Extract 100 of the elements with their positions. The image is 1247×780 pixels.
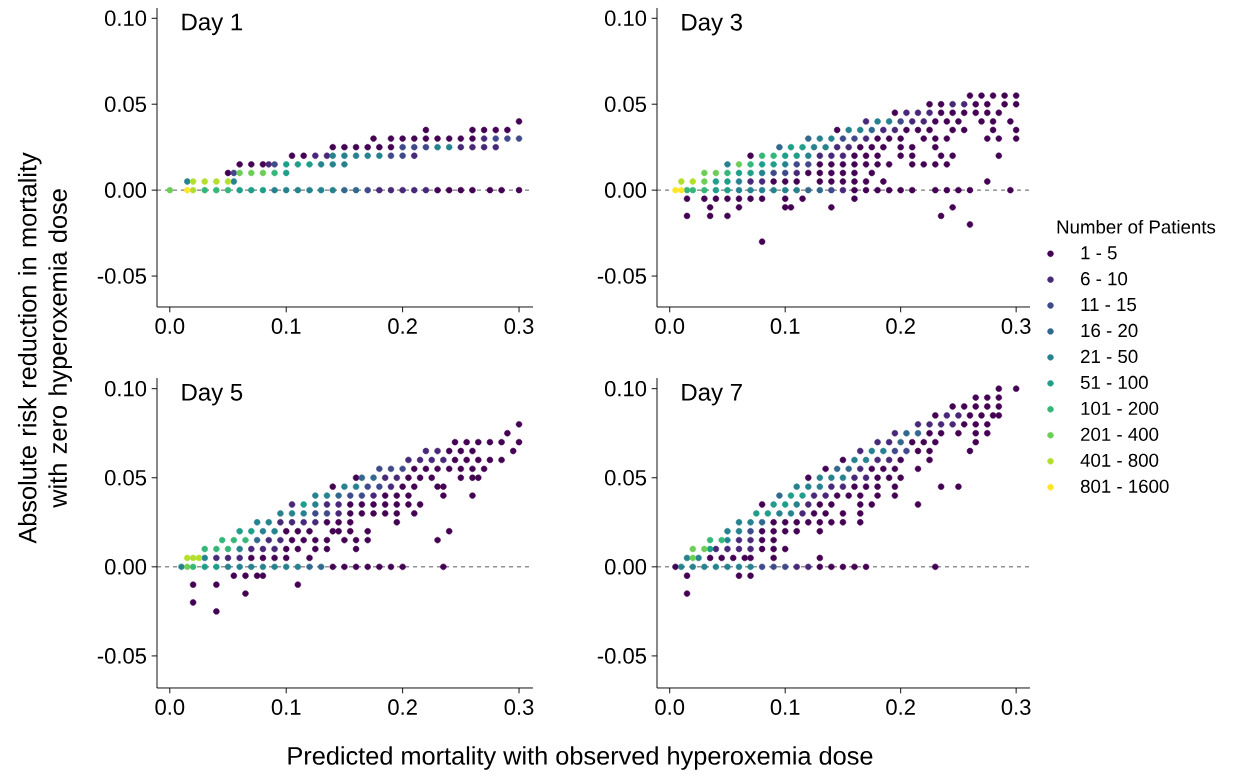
point: [880, 447, 887, 455]
point: [428, 456, 435, 464]
y-tick-label: -0.05: [597, 648, 647, 664]
point: [312, 510, 319, 517]
point: [387, 152, 395, 159]
point: [747, 161, 754, 168]
point: [862, 474, 870, 481]
point: [805, 135, 812, 142]
point: [387, 483, 395, 490]
x-axis-title: Predicted mortality with observed hyperoxemia dose: [288, 746, 873, 770]
legend-label: 51 - 100: [1080, 375, 1148, 390]
point: [747, 545, 754, 553]
x-tick-label: 0.0: [655, 699, 685, 715]
point: [753, 510, 760, 517]
point: [515, 186, 523, 194]
point: [504, 135, 511, 142]
point: [399, 152, 406, 159]
point: [329, 152, 336, 159]
point: [434, 186, 441, 194]
point: [805, 161, 812, 168]
y-tick-label: -0.05: [597, 268, 647, 284]
point: [323, 501, 331, 508]
point: [341, 186, 348, 194]
point: [926, 109, 933, 117]
point: [897, 118, 904, 125]
point: [926, 421, 933, 428]
x-tick-label: 0.1: [271, 699, 301, 715]
point: [283, 161, 290, 168]
point: [323, 510, 331, 517]
point: [515, 118, 523, 125]
legend-label: 401 - 800: [1080, 453, 1159, 467]
point: [799, 492, 806, 499]
point: [445, 135, 453, 142]
point: [248, 545, 255, 553]
point: [492, 143, 499, 151]
point: [381, 474, 389, 481]
point: [230, 536, 238, 544]
point: [189, 563, 197, 571]
point: [323, 492, 331, 499]
point: [224, 178, 232, 185]
point: [300, 501, 307, 508]
point: [960, 101, 968, 108]
point: [706, 536, 714, 544]
point: [277, 536, 284, 544]
point: [828, 474, 835, 481]
point: [735, 178, 743, 185]
point: [712, 178, 720, 185]
point: [781, 563, 789, 571]
point: [341, 161, 348, 168]
point: [735, 169, 743, 177]
x-tick-label: 0.1: [271, 318, 301, 334]
point: [712, 545, 720, 553]
point: [787, 492, 795, 499]
point: [712, 563, 720, 571]
point: [480, 135, 488, 142]
point: [903, 430, 910, 437]
point: [724, 178, 731, 185]
point: [706, 545, 714, 553]
point: [897, 438, 904, 446]
point: [816, 152, 824, 159]
point: [364, 143, 371, 151]
point: [839, 152, 847, 159]
point: [845, 465, 852, 473]
point: [701, 169, 708, 177]
point: [712, 186, 720, 194]
point: [747, 169, 754, 177]
point: [833, 143, 841, 151]
point: [317, 563, 325, 571]
point: [271, 528, 278, 535]
point: [224, 554, 232, 562]
point: [317, 161, 325, 168]
legend-label: 101 - 200: [1081, 401, 1159, 415]
legend-title: Number of Patients: [1057, 219, 1216, 234]
point: [457, 135, 465, 142]
point: [828, 186, 835, 194]
point: [411, 152, 418, 159]
x-tick-label: 0.3: [1001, 699, 1031, 715]
point: [868, 126, 875, 134]
point: [678, 178, 685, 185]
y-tick-label: -0.05: [97, 648, 147, 664]
point: [758, 178, 766, 185]
point: [862, 456, 870, 464]
point: [492, 126, 499, 134]
legend-label: 11 - 15: [1081, 298, 1137, 312]
point: [828, 152, 835, 159]
point: [937, 421, 945, 428]
point: [259, 169, 267, 177]
point: [793, 186, 800, 194]
point: [909, 118, 916, 125]
y-tick-label: 0.00: [105, 559, 147, 575]
point: [341, 143, 348, 151]
x-tick-label: 0.3: [504, 699, 534, 715]
point: [288, 510, 296, 517]
point: [781, 152, 789, 159]
point: [469, 126, 476, 134]
point: [306, 186, 313, 194]
point: [891, 447, 899, 455]
point: [776, 510, 783, 517]
point: [498, 186, 505, 194]
point: [184, 554, 191, 562]
